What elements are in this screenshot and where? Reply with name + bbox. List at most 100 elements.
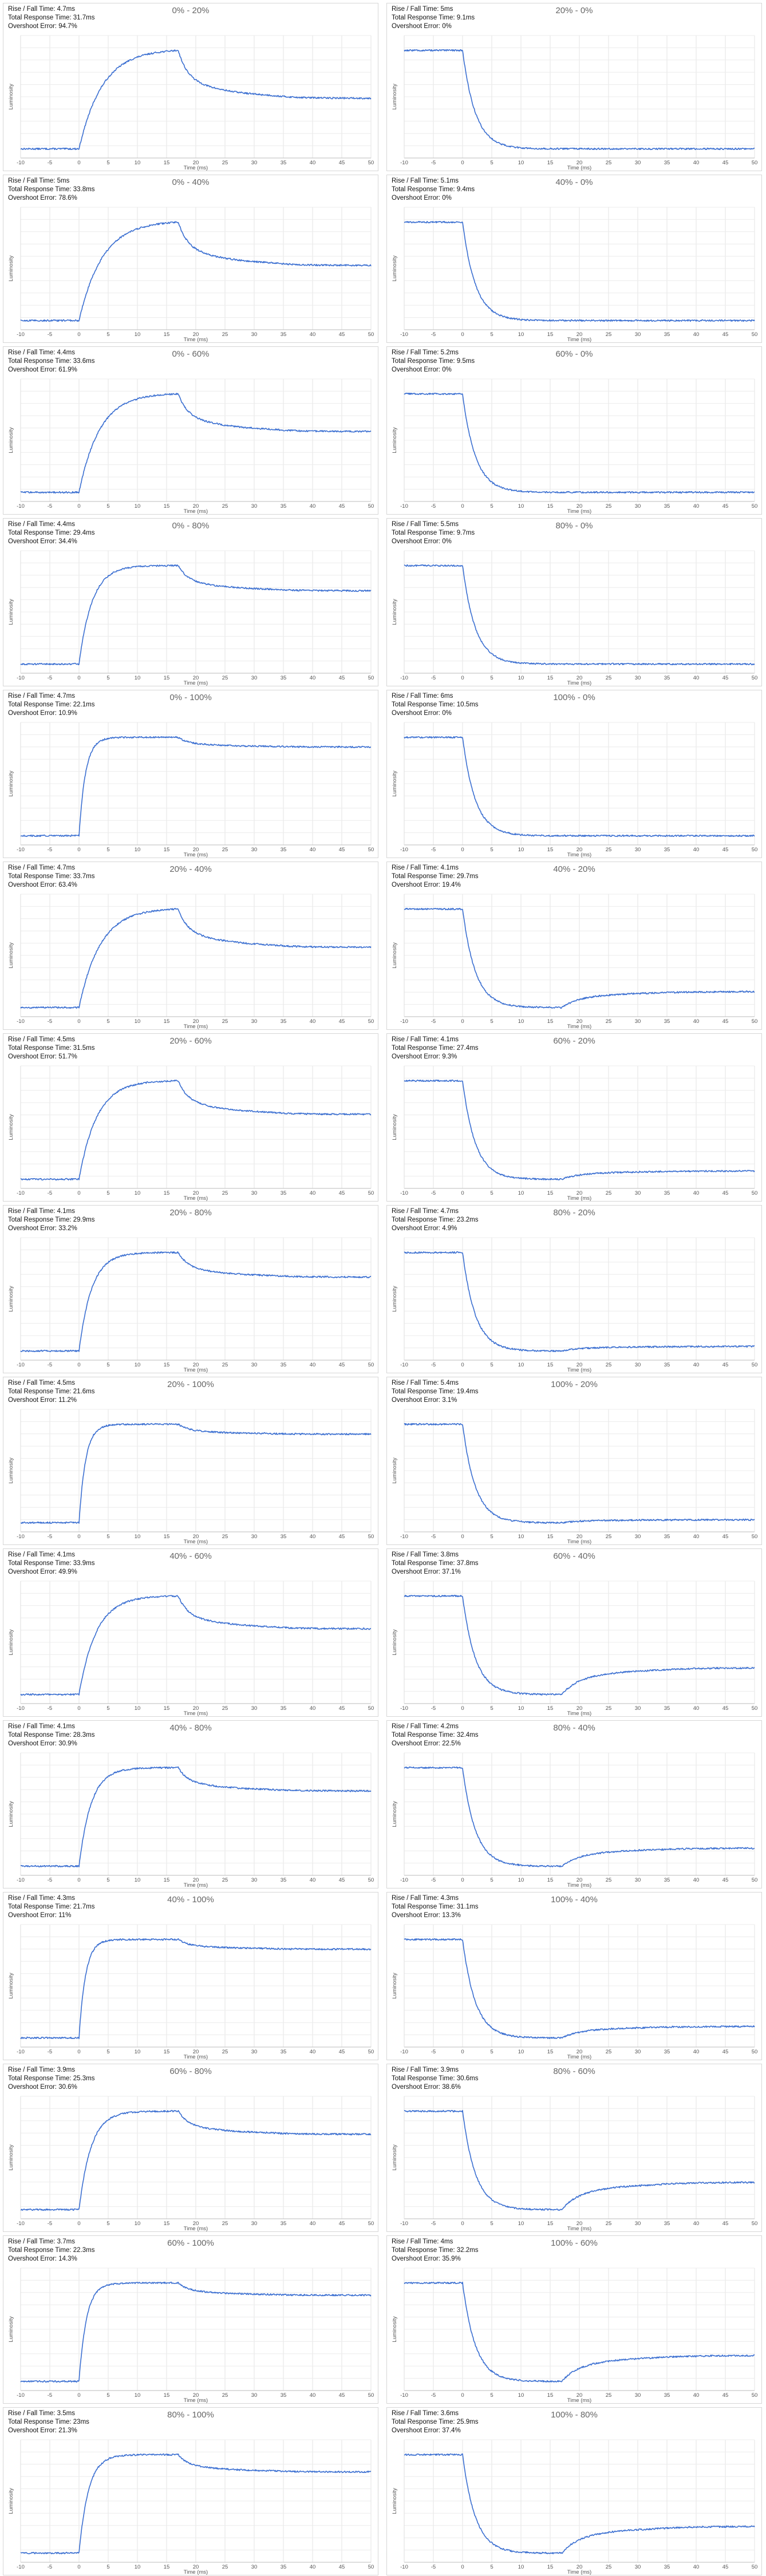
x-tick-label: 0 xyxy=(461,1534,464,1540)
x-tick-label: 5 xyxy=(106,1018,109,1025)
x-axis-label: Time (ms) xyxy=(184,1882,208,1888)
x-tick-label: 5 xyxy=(490,1362,493,1368)
x-tick-label: 20 xyxy=(577,847,583,853)
x-tick-label: 50 xyxy=(368,1190,374,1196)
total-response-time-text: Total Response Time: 37.8ms xyxy=(392,1560,479,1567)
response-stats: Rise / Fall Time: 4ms Total Response Time… xyxy=(392,2238,479,2263)
x-tick-label: -5 xyxy=(48,2392,52,2399)
x-tick-label: 45 xyxy=(722,1190,729,1196)
x-tick-label: 45 xyxy=(339,160,345,166)
overshoot-error-text: Overshoot Error: 14.3% xyxy=(8,2255,77,2262)
x-tick-label: 25 xyxy=(222,1705,228,1712)
chart-panel: Rise / Fall Time: 5.5ms Total Response Ti… xyxy=(387,519,761,686)
x-tick-label: 30 xyxy=(251,847,258,853)
x-tick-label: 25 xyxy=(606,2564,612,2570)
x-tick-label: -10 xyxy=(17,1534,25,1540)
overshoot-error-text: Overshoot Error: 0% xyxy=(392,538,452,545)
overshoot-error-text: Overshoot Error: 0% xyxy=(392,710,452,717)
rise-fall-time-text: Rise / Fall Time: 4.4ms xyxy=(8,349,75,356)
y-axis-label: Luminosity xyxy=(8,942,14,969)
x-tick-label: 10 xyxy=(135,2564,141,2570)
luminosity-series-line xyxy=(20,1423,372,1524)
total-response-time-text: Total Response Time: 19.4ms xyxy=(392,1388,479,1395)
x-tick-label: 5 xyxy=(490,2049,493,2055)
chart-panel: Rise / Fall Time: 4ms Total Response Time… xyxy=(387,2236,761,2403)
x-tick-label: 45 xyxy=(722,2392,729,2399)
x-tick-label: 30 xyxy=(635,847,641,853)
x-tick-label: 10 xyxy=(135,675,141,681)
rise-fall-time-text: Rise / Fall Time: 4.1ms xyxy=(8,1723,75,1730)
x-tick-label: -5 xyxy=(431,1705,436,1712)
x-tick-label: 25 xyxy=(222,1877,228,1883)
response-stats: Rise / Fall Time: 3.9ms Total Response Ti… xyxy=(8,2066,95,2092)
rise-fall-time-text: Rise / Fall Time: 4.5ms xyxy=(8,1036,75,1043)
chart-plot: -10 -5 0 5 10 15 20 25 30 35 40 45 50 Time (ms) Lumino… xyxy=(392,550,757,686)
x-tick-label: -10 xyxy=(17,1362,25,1368)
x-tick-label: 20 xyxy=(193,2392,199,2399)
x-tick-label: 35 xyxy=(281,2221,287,2227)
response-stats: Rise / Fall Time: 5.5ms Total Response Ti… xyxy=(392,520,475,546)
x-tick-label: 40 xyxy=(310,503,316,509)
response-stats: Rise / Fall Time: 5ms Total Response Time… xyxy=(392,5,475,31)
response-stats: Rise / Fall Time: 3.6ms Total Response Ti… xyxy=(392,2409,479,2435)
x-tick-label: 15 xyxy=(547,675,554,681)
total-response-time-text: Total Response Time: 32.2ms xyxy=(392,2247,479,2254)
x-tick-label: 25 xyxy=(606,1362,612,1368)
x-tick-label: 50 xyxy=(368,675,374,681)
x-tick-label: 10 xyxy=(518,1534,524,1540)
x-tick-label: 5 xyxy=(106,2564,109,2570)
response-stats: Rise / Fall Time: 6ms Total Response Time… xyxy=(392,692,479,718)
x-tick-label: 0 xyxy=(77,1362,80,1368)
total-response-time-text: Total Response Time: 33.7ms xyxy=(8,873,95,880)
x-tick-label: -10 xyxy=(17,847,25,853)
chart-panel: Rise / Fall Time: 5.2ms Total Response Ti… xyxy=(387,347,761,514)
x-tick-label: 25 xyxy=(222,2392,228,2399)
x-tick-label: 10 xyxy=(518,331,524,338)
x-tick-label: 25 xyxy=(222,331,228,338)
chart-title: 0% - 40% xyxy=(172,177,210,187)
x-tick-label: 0 xyxy=(77,503,80,509)
x-tick-label: 5 xyxy=(106,847,109,853)
x-tick-label: -5 xyxy=(431,2564,436,2570)
overshoot-error-text: Overshoot Error: 13.3% xyxy=(392,1912,461,1919)
x-tick-label: 45 xyxy=(722,1018,729,1025)
x-tick-label: 5 xyxy=(490,1190,493,1196)
x-tick-label: 45 xyxy=(339,2049,345,2055)
x-tick-label: 20 xyxy=(193,2564,199,2570)
x-tick-label: 25 xyxy=(222,1190,228,1196)
chart-plot: -10 -5 0 5 10 15 20 25 30 35 40 45 50 Time (ms) Lumino… xyxy=(392,1752,757,1888)
x-tick-label: -10 xyxy=(400,1190,408,1196)
response-stats: Rise / Fall Time: 3.5ms Total Response Ti… xyxy=(8,2409,89,2435)
y-axis-label: Luminosity xyxy=(392,1457,398,1484)
x-tick-label: 10 xyxy=(135,2221,141,2227)
x-tick-label: 45 xyxy=(722,1534,729,1540)
total-response-time-text: Total Response Time: 10.5ms xyxy=(392,701,479,708)
x-tick-label: 25 xyxy=(606,2392,612,2399)
x-tick-label: 15 xyxy=(547,1018,554,1025)
x-tick-label: 45 xyxy=(722,331,729,338)
x-tick-label: 15 xyxy=(164,1877,170,1883)
x-tick-label: 35 xyxy=(281,1018,287,1025)
x-tick-label: 45 xyxy=(339,847,345,853)
x-axis-label: Time (ms) xyxy=(184,1710,208,1716)
x-tick-label: -10 xyxy=(17,2221,25,2227)
x-tick-label: 15 xyxy=(547,2221,554,2227)
chart-title: 60% - 0% xyxy=(555,349,593,359)
overshoot-error-text: Overshoot Error: 51.7% xyxy=(8,1053,77,1060)
x-tick-label: 40 xyxy=(310,2564,316,2570)
response-stats: Rise / Fall Time: 5.2ms Total Response Ti… xyxy=(392,349,475,374)
response-stats: Rise / Fall Time: 3.9ms Total Response Ti… xyxy=(392,2066,479,2092)
x-tick-label: 45 xyxy=(722,1877,729,1883)
x-tick-label: -10 xyxy=(400,1362,408,1368)
overshoot-error-text: Overshoot Error: 9.3% xyxy=(392,1053,457,1060)
x-tick-label: 50 xyxy=(752,1018,758,1025)
chart-plot: -10 -5 0 5 10 15 20 25 30 35 40 45 50 Time (ms) Lumino… xyxy=(392,1924,757,2060)
luminosity-series-line xyxy=(404,2281,755,2383)
x-tick-label: 0 xyxy=(77,2392,80,2399)
x-tick-label: 5 xyxy=(490,847,493,853)
y-axis-label: Luminosity xyxy=(8,1286,14,1312)
chart-plot: -10 -5 0 5 10 15 20 25 30 35 40 45 50 Time (ms) Lumino… xyxy=(8,1237,374,1373)
x-tick-label: 15 xyxy=(164,160,170,166)
x-tick-label: 50 xyxy=(752,2221,758,2227)
y-axis-label: Luminosity xyxy=(392,84,398,110)
